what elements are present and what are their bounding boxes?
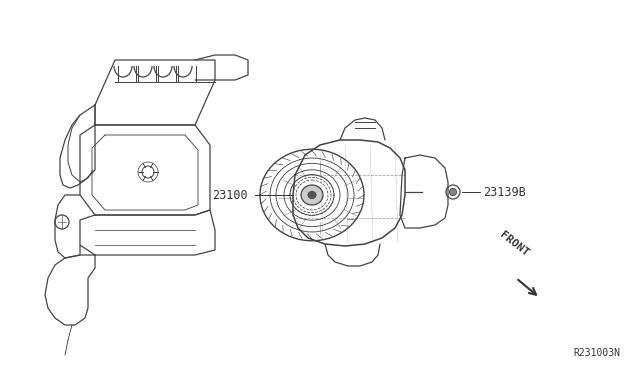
Text: FRONT: FRONT — [498, 230, 531, 258]
Ellipse shape — [301, 185, 323, 205]
Ellipse shape — [308, 192, 316, 199]
Circle shape — [449, 189, 456, 196]
Text: 23100: 23100 — [212, 189, 248, 202]
Text: 23139B: 23139B — [483, 186, 525, 199]
Text: R231003N: R231003N — [573, 348, 620, 358]
